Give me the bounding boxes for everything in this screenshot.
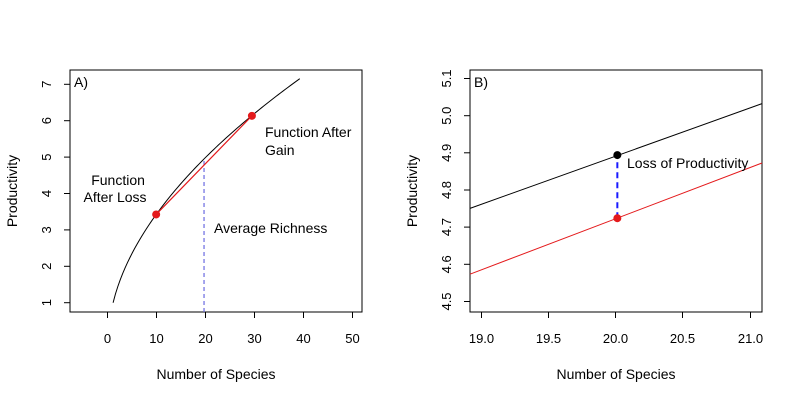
y-tick-label-a-0: 1 (39, 299, 54, 306)
annotation-after-loss-line-2: After Loss (83, 189, 146, 205)
x-axis-label-a: Number of Species (156, 366, 275, 382)
y-tick-label-a-4: 5 (39, 153, 54, 160)
annotation-average-richness: Average Richness (214, 220, 327, 236)
plot-frame-b (469, 69, 763, 313)
y-tick-label-a-6: 7 (39, 81, 54, 88)
panel-label-a: A) (74, 74, 88, 90)
y-tick-label-a-1: 2 (39, 263, 54, 270)
x-tick-label-a-2: 20 (198, 331, 212, 346)
annotations-a: Function After Loss Function After Gain … (83, 124, 355, 236)
plot-area-a (112, 78, 301, 312)
y-tick-label-a-3: 4 (39, 190, 54, 197)
annotation-after-gain-line-1: Function After (265, 124, 352, 140)
red-segment-a (155, 115, 253, 215)
x-tick-label-b-4: 21.0 (738, 331, 763, 346)
y-axis-label-b: Productivity (404, 155, 420, 227)
annotation-after-gain: Function After Gain (265, 124, 355, 158)
x-axis-a: 0 10 20 30 40 50 Number of Species (104, 311, 360, 382)
y-tick-label-b-6: 5.1 (439, 69, 454, 87)
y-axis-label-a: Productivity (4, 155, 20, 227)
x-tick-label-a-3: 30 (247, 331, 261, 346)
x-tick-label-a-4: 40 (296, 331, 310, 346)
panel-a: A) 0 10 20 30 40 50 Number of Species (4, 69, 363, 382)
y-tick-label-b-5: 5.0 (439, 107, 454, 125)
x-tick-label-b-0: 19.0 (469, 331, 494, 346)
y-axis-b: 4.5 4.6 4.7 4.8 4.9 5.0 5.1 Productivity (404, 69, 471, 311)
annotation-loss-of-productivity: Loss of Productivity (627, 155, 748, 171)
y-tick-label-a-5: 6 (39, 117, 54, 124)
point-after-loss (613, 214, 622, 223)
panel-label-b: B) (474, 74, 488, 90)
x-tick-label-b-1: 19.5 (536, 331, 561, 346)
y-tick-label-b-3: 4.8 (439, 181, 454, 199)
productivity-curve-a (112, 78, 301, 303)
y-tick-label-b-2: 4.7 (439, 218, 454, 236)
x-tick-label-a-0: 0 (104, 331, 111, 346)
x-axis-label-b: Number of Species (556, 366, 675, 382)
panel-b: B) 19.0 19.5 20.0 20.5 21.0 Number of Sp… (404, 69, 763, 382)
y-axis-a: 1 2 3 4 5 6 7 Productivity (4, 81, 71, 306)
point-function-after-gain (247, 111, 256, 120)
annotation-after-loss: Function After Loss (83, 172, 148, 205)
y-tick-label-b-1: 4.6 (439, 255, 454, 273)
point-function-after-loss (152, 210, 161, 219)
x-axis-b: 19.0 19.5 20.0 20.5 21.0 Number of Speci… (469, 311, 763, 382)
annotation-after-gain-line-2: Gain (265, 142, 295, 158)
point-before-loss (613, 151, 622, 160)
x-tick-label-a-5: 50 (345, 331, 359, 346)
y-tick-label-b-0: 4.5 (439, 292, 454, 310)
x-tick-label-b-3: 20.5 (670, 331, 695, 346)
annotation-after-loss-line-1: Function (91, 172, 145, 188)
y-tick-label-a-2: 3 (39, 226, 54, 233)
x-tick-label-b-2: 20.0 (603, 331, 628, 346)
plot-area-b (469, 103, 763, 275)
y-tick-label-b-4: 4.9 (439, 144, 454, 162)
x-tick-label-a-1: 10 (149, 331, 163, 346)
